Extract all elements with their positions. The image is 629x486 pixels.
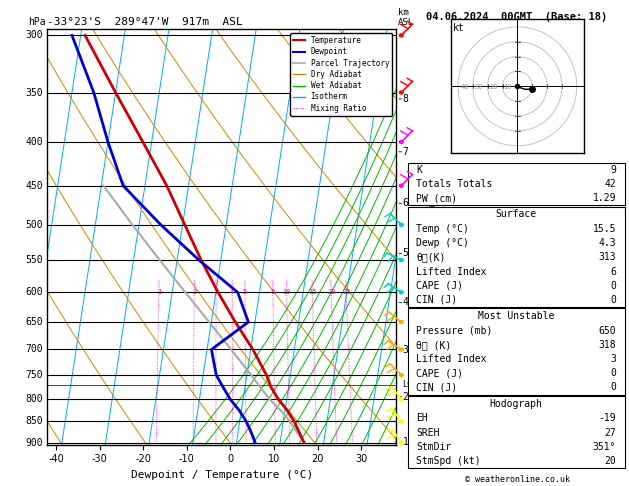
Text: -19: -19 — [598, 414, 616, 423]
Text: PW (cm): PW (cm) — [416, 193, 457, 203]
Text: kt: kt — [454, 23, 465, 34]
Text: 350: 350 — [25, 87, 43, 98]
Text: 300: 300 — [25, 31, 43, 40]
Text: © weatheronline.co.uk: © weatheronline.co.uk — [465, 474, 569, 484]
Text: hPa: hPa — [28, 17, 45, 27]
Text: 10: 10 — [282, 289, 291, 295]
Text: θᴀ (K): θᴀ (K) — [416, 340, 452, 350]
Text: SREH: SREH — [416, 428, 440, 437]
Bar — [408, 308, 625, 395]
Text: 318: 318 — [598, 340, 616, 350]
Text: CIN (J): CIN (J) — [416, 382, 457, 393]
Text: 5: 5 — [243, 289, 247, 295]
Text: 20: 20 — [604, 456, 616, 466]
Text: 30: 30 — [475, 84, 484, 90]
Text: 40: 40 — [461, 84, 469, 90]
Text: 700: 700 — [25, 345, 43, 354]
Text: Lifted Index: Lifted Index — [416, 354, 487, 364]
Text: 8: 8 — [403, 94, 408, 104]
Text: 8: 8 — [271, 289, 275, 295]
Text: 400: 400 — [25, 137, 43, 147]
Text: 1: 1 — [157, 289, 161, 295]
Text: 6: 6 — [403, 198, 408, 208]
Text: km
ASL: km ASL — [398, 8, 414, 27]
Text: CAPE (J): CAPE (J) — [416, 281, 464, 291]
Text: 15.5: 15.5 — [593, 224, 616, 234]
Text: 1.29: 1.29 — [593, 193, 616, 203]
Text: 3: 3 — [214, 289, 218, 295]
Text: 04.06.2024  00GMT  (Base: 18): 04.06.2024 00GMT (Base: 18) — [426, 12, 608, 22]
X-axis label: Dewpoint / Temperature (°C): Dewpoint / Temperature (°C) — [131, 470, 313, 480]
Text: 600: 600 — [25, 287, 43, 297]
Text: 4.3: 4.3 — [598, 238, 616, 248]
Text: 0: 0 — [610, 295, 616, 305]
Text: 650: 650 — [25, 317, 43, 327]
Text: 2: 2 — [403, 392, 408, 401]
Text: K: K — [416, 165, 422, 175]
Text: 500: 500 — [25, 220, 43, 230]
Text: 27: 27 — [604, 428, 616, 437]
Text: Hodograph: Hodograph — [489, 399, 543, 409]
Text: 750: 750 — [25, 370, 43, 380]
Text: Lifted Index: Lifted Index — [416, 267, 487, 277]
Text: Most Unstable: Most Unstable — [478, 311, 554, 321]
Text: 800: 800 — [25, 394, 43, 404]
Text: 9: 9 — [610, 165, 616, 175]
Text: 4: 4 — [230, 289, 234, 295]
Text: 0: 0 — [610, 382, 616, 393]
Bar — [408, 396, 625, 468]
Text: 42: 42 — [604, 179, 616, 189]
Text: 10: 10 — [503, 84, 512, 90]
Text: Totals Totals: Totals Totals — [416, 179, 493, 189]
Text: Pressure (mb): Pressure (mb) — [416, 326, 493, 336]
Text: CAPE (J): CAPE (J) — [416, 368, 464, 378]
Text: 450: 450 — [25, 181, 43, 191]
Text: Temp (°C): Temp (°C) — [416, 224, 469, 234]
Text: LCL: LCL — [403, 381, 418, 389]
Text: 313: 313 — [598, 252, 616, 262]
Text: StmDir: StmDir — [416, 442, 452, 452]
Text: 850: 850 — [25, 417, 43, 426]
Bar — [408, 207, 625, 307]
Text: 650: 650 — [598, 326, 616, 336]
Text: 20: 20 — [489, 84, 498, 90]
Text: Surface: Surface — [496, 209, 537, 219]
Text: 15: 15 — [308, 289, 317, 295]
Text: Mixing Ratio (g/kg): Mixing Ratio (g/kg) — [426, 181, 436, 293]
Text: 7: 7 — [403, 147, 408, 157]
Legend: Temperature, Dewpoint, Parcel Trajectory, Dry Adiabat, Wet Adiabat, Isotherm, Mi: Temperature, Dewpoint, Parcel Trajectory… — [290, 33, 392, 116]
Text: -33°23'S  289°47'W  917m  ASL: -33°23'S 289°47'W 917m ASL — [47, 17, 243, 27]
Text: 6: 6 — [610, 267, 616, 277]
Text: 3: 3 — [610, 354, 616, 364]
Text: 900: 900 — [25, 437, 43, 448]
Text: 20: 20 — [327, 289, 336, 295]
Text: EH: EH — [416, 414, 428, 423]
Text: 550: 550 — [25, 255, 43, 265]
Text: 2: 2 — [192, 289, 196, 295]
Text: 5: 5 — [403, 248, 408, 259]
Text: 3: 3 — [403, 345, 408, 355]
Text: 4: 4 — [403, 297, 408, 307]
Text: CIN (J): CIN (J) — [416, 295, 457, 305]
Text: 0: 0 — [610, 281, 616, 291]
Text: StmSpd (kt): StmSpd (kt) — [416, 456, 481, 466]
Bar — [408, 163, 625, 205]
Text: θᴀ(K): θᴀ(K) — [416, 252, 446, 262]
Text: 0: 0 — [610, 368, 616, 378]
Text: 25: 25 — [342, 289, 350, 295]
Text: 351°: 351° — [593, 442, 616, 452]
Text: Dewp (°C): Dewp (°C) — [416, 238, 469, 248]
Text: 1: 1 — [403, 437, 408, 447]
